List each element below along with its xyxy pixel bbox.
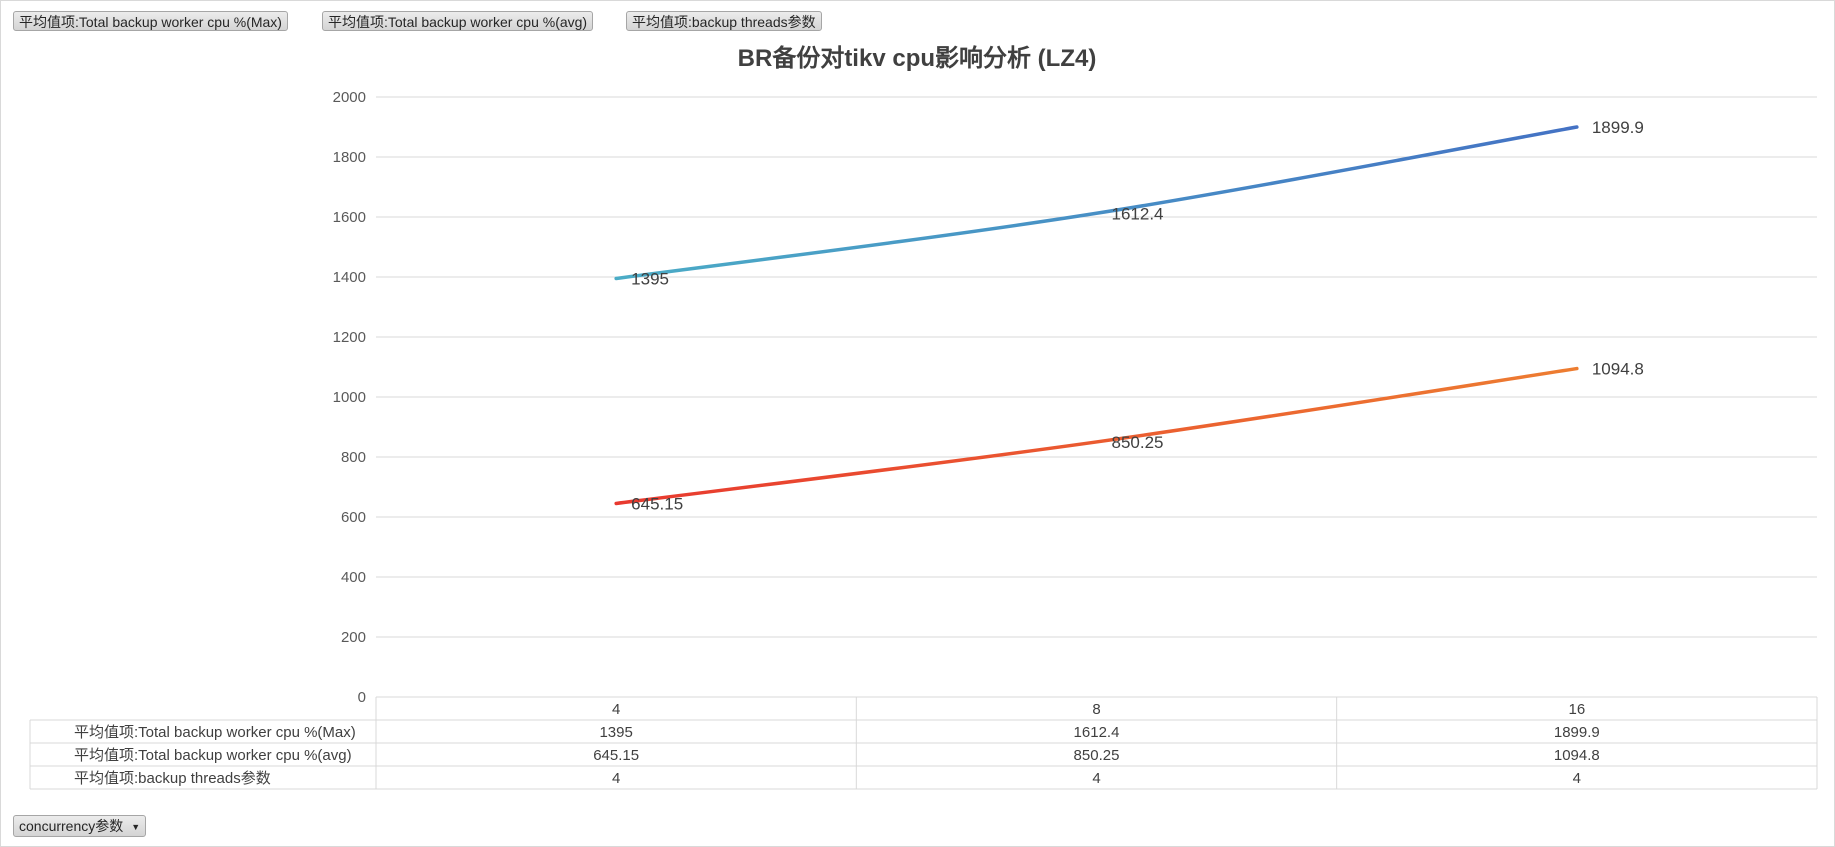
legend-series-name: 平均值项:Total backup worker cpu %(Max) [74, 724, 356, 741]
data-label: 1899.9 [1592, 118, 1644, 137]
table-cell-value: 850.25 [1074, 747, 1120, 764]
data-label: 850.25 [1112, 433, 1164, 452]
y-tick-label: 800 [341, 449, 366, 466]
dropdown-arrow-icon: ▼ [131, 822, 141, 833]
y-tick-label: 400 [341, 569, 366, 586]
y-tick-label: 0 [358, 689, 366, 706]
table-cell-value: 1395 [599, 724, 632, 741]
field-button-avg-cpu[interactable]: 平均值项:Total backup worker cpu %(avg) [322, 11, 594, 31]
data-label: 1094.8 [1592, 360, 1644, 379]
legend-series-name: 平均值项:Total backup worker cpu %(avg) [74, 747, 352, 764]
data-label: 645.15 [631, 494, 683, 513]
y-tick-label: 600 [341, 509, 366, 526]
table-cell-value: 1094.8 [1554, 747, 1600, 764]
data-table: 4 8 16 平均值项:Total backup worker cpu %(Max) 1… [29, 696, 1818, 790]
data-label: 1612.4 [1112, 204, 1164, 223]
table-cell-value: 4 [612, 770, 620, 787]
y-tick-label: 200 [341, 629, 366, 646]
y-tick-label: 1600 [333, 209, 366, 226]
field-button-backup-threads[interactable]: 平均值项:backup threads参数 [626, 11, 822, 31]
table-cell-value: 1899.9 [1554, 724, 1600, 741]
data-label: 1395 [631, 270, 669, 289]
axis-field-label: concurrency参数 [19, 818, 124, 834]
legend-series-name: 平均值项:backup threads参数 [74, 770, 271, 787]
table-cell-value: 4 [1573, 770, 1581, 787]
series-line [614, 125, 1579, 281]
axis-field-dropdown[interactable]: concurrency参数 ▼ [13, 815, 147, 837]
y-tick-label: 1800 [333, 149, 366, 166]
y-tick-label: 2000 [333, 89, 366, 106]
y-tick-label: 1400 [333, 269, 366, 286]
table-cell-value: 4 [1092, 770, 1100, 787]
data-labels: 1395 1612.4 1899.9 645.15 850.25 1094.8 [631, 118, 1644, 513]
field-button-max-cpu[interactable]: 平均值项:Total backup worker cpu %(Max) [13, 11, 288, 31]
table-cell-value: 645.15 [593, 747, 639, 764]
y-tick-label: 1200 [333, 329, 366, 346]
x-category-label: 8 [1092, 701, 1100, 718]
y-tick-label: 1000 [333, 389, 366, 406]
chart-title: BR备份对tikv cpu影响分析 (LZ4) [738, 44, 1097, 72]
x-category-label: 16 [1568, 701, 1585, 718]
series-lines [614, 125, 1579, 698]
table-cell-value: 1612.4 [1074, 724, 1120, 741]
x-category-label: 4 [612, 701, 620, 718]
series-line [614, 366, 1579, 506]
gridlines [376, 96, 1817, 698]
y-axis: 0 200 400 600 800 1000 1200 1400 1600 1800 2000 [333, 89, 366, 706]
